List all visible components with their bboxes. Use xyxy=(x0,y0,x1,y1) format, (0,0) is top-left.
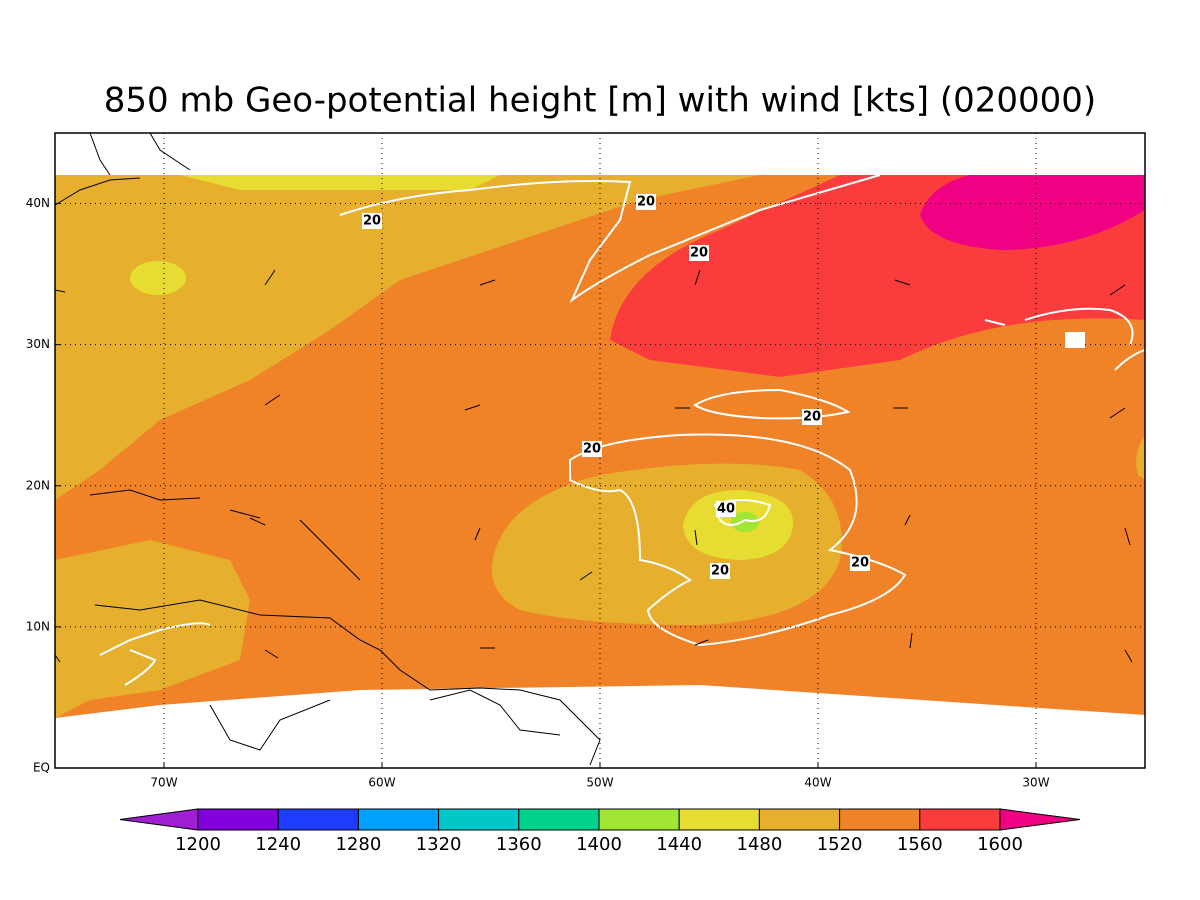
height-region xyxy=(55,175,760,500)
height-region xyxy=(180,175,500,190)
contour-label: 20 xyxy=(711,564,729,579)
wind-contour xyxy=(569,433,907,647)
coastline xyxy=(89,489,361,581)
x-tick-label: 60W xyxy=(368,776,395,790)
colorbar-box xyxy=(839,808,921,831)
colorbar-box xyxy=(357,808,440,831)
y-tick-label: 40N xyxy=(26,196,50,210)
x-tick-label: 50W xyxy=(586,776,613,790)
colorbar-box xyxy=(277,808,359,831)
wind-vector xyxy=(904,514,911,526)
y-tick-label: EQ xyxy=(33,761,50,775)
contour-label: 40 xyxy=(717,502,735,517)
contour-label-bg xyxy=(850,555,870,571)
colorbar-label: 1600 xyxy=(977,834,1023,855)
y-tick-label: 30N xyxy=(26,337,50,351)
colorbar-label: 1440 xyxy=(656,834,702,855)
colorbar-box xyxy=(678,808,760,831)
colorbar-label: 1320 xyxy=(416,834,462,855)
wind-vector xyxy=(264,649,279,659)
coastline xyxy=(209,689,561,751)
contour-label-bg xyxy=(582,441,602,457)
colorbar-box xyxy=(758,808,841,831)
x-tick-label: 70W xyxy=(150,776,177,790)
colorbar-label: 1280 xyxy=(335,834,381,855)
wind-contour xyxy=(693,388,851,420)
wind-vector xyxy=(894,279,911,286)
colorbar-label: 1560 xyxy=(897,834,943,855)
wind-vector xyxy=(694,269,701,286)
map-title: 850 mb Geo-potential height [m] with win… xyxy=(104,81,1096,121)
colorbar-box xyxy=(598,808,680,831)
x-tick-label: 40W xyxy=(804,776,831,790)
wind-vector xyxy=(479,279,496,286)
height-region xyxy=(731,512,759,532)
plot-frame xyxy=(54,132,1146,769)
wind-vector xyxy=(1109,284,1126,296)
height-region xyxy=(55,540,250,718)
wind-vector xyxy=(54,289,66,293)
height-region xyxy=(1136,435,1145,480)
contour-label-bg xyxy=(1065,332,1085,348)
y-tick-label: 20N xyxy=(26,478,50,492)
colorbar-label: 1200 xyxy=(175,834,221,855)
contour-label: 20 xyxy=(851,556,869,571)
colorbar-low xyxy=(119,808,199,831)
x-tick-label: 30W xyxy=(1022,776,1049,790)
wind-vector xyxy=(694,639,709,646)
colorbar-label: 1360 xyxy=(496,834,542,855)
wind-vector xyxy=(1124,649,1133,663)
colorbar-box xyxy=(518,808,600,831)
contour-label: 20 xyxy=(363,214,381,229)
contour-label-bg xyxy=(802,409,822,425)
height-region xyxy=(920,175,1145,250)
colorbar-label: 1520 xyxy=(817,834,863,855)
colorbar-label: 1240 xyxy=(255,834,301,855)
wind-vector xyxy=(1109,407,1126,419)
wind-contour xyxy=(713,499,772,526)
wind-contour xyxy=(99,622,211,686)
contour-label-bg xyxy=(716,501,736,517)
y-tick-label: 10N xyxy=(26,619,50,633)
coastline xyxy=(54,132,191,206)
wind-contour xyxy=(339,174,881,303)
colorbar-label: 1400 xyxy=(576,834,622,855)
wind-vector xyxy=(264,394,281,406)
wind-vector xyxy=(579,571,593,581)
contour-label: 20 xyxy=(583,442,601,457)
colorbar-box xyxy=(438,808,520,831)
wind-vector xyxy=(694,529,698,546)
wind-vector xyxy=(249,517,266,526)
wind-vector xyxy=(909,632,913,649)
wind-vector xyxy=(464,404,481,411)
wind-vector xyxy=(474,527,481,541)
contour-label-bg xyxy=(636,194,656,210)
wind-vector xyxy=(1124,527,1131,546)
coastline xyxy=(94,599,601,766)
colorbar-box xyxy=(197,808,279,831)
colorbar-high xyxy=(999,808,1081,831)
wind-vector xyxy=(264,269,276,286)
colorbar-label: 1480 xyxy=(736,834,782,855)
contour-label: 20 xyxy=(803,410,821,425)
contour-label: 20 xyxy=(690,246,708,261)
colorbar-box xyxy=(919,808,1001,831)
contour-label-bg xyxy=(362,213,382,229)
wind-vector xyxy=(54,654,61,663)
contour-label: 20 xyxy=(637,195,655,210)
wind-contour xyxy=(984,307,1146,371)
height-region xyxy=(130,261,186,295)
contour-label-bg xyxy=(689,245,709,261)
contour-label-bg xyxy=(710,563,730,579)
